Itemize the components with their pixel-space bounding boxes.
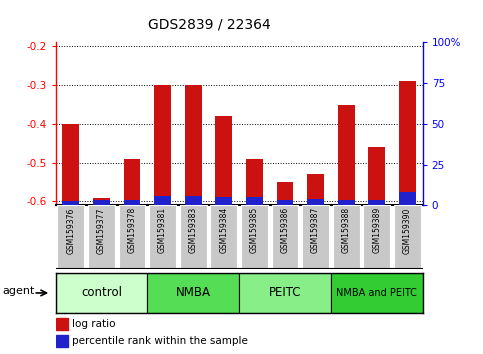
Bar [246,197,263,205]
Text: GSM159389: GSM159389 [372,207,381,253]
Bar [56,335,68,347]
Text: GSM159390: GSM159390 [403,207,412,253]
FancyBboxPatch shape [394,205,421,269]
Bar [154,195,171,205]
Text: GSM159386: GSM159386 [281,207,289,253]
Text: percentile rank within the sample: percentile rank within the sample [72,336,248,346]
FancyBboxPatch shape [239,273,331,313]
Bar [369,200,385,205]
FancyBboxPatch shape [88,205,115,269]
Text: GSM159387: GSM159387 [311,207,320,253]
Text: GSM159385: GSM159385 [250,207,259,253]
Text: GSM159376: GSM159376 [66,207,75,253]
FancyBboxPatch shape [180,205,207,269]
Bar [56,318,68,330]
FancyBboxPatch shape [56,273,147,313]
Text: NMBA: NMBA [176,286,211,299]
Bar [215,197,232,205]
Bar [246,159,263,205]
Bar [399,81,416,205]
FancyBboxPatch shape [363,205,390,269]
FancyBboxPatch shape [241,205,268,269]
FancyBboxPatch shape [149,205,176,269]
Text: control: control [81,286,122,299]
FancyBboxPatch shape [271,205,298,269]
Bar [154,85,171,205]
Text: GSM159381: GSM159381 [158,207,167,253]
Bar [124,200,141,205]
Bar [185,85,201,205]
Text: GSM159384: GSM159384 [219,207,228,253]
Bar [277,200,293,205]
Bar [338,200,355,205]
FancyBboxPatch shape [331,273,423,313]
Text: GDS2839 / 22364: GDS2839 / 22364 [148,18,271,32]
Bar [185,195,201,205]
FancyBboxPatch shape [118,205,145,269]
Bar [277,182,293,205]
Text: log ratio: log ratio [72,319,115,329]
Bar [307,174,324,205]
Text: GSM159388: GSM159388 [341,207,351,253]
Bar [215,116,232,205]
Bar [62,124,79,205]
Bar [124,159,141,205]
Text: NMBA and PEITC: NMBA and PEITC [336,288,417,298]
Text: GSM159378: GSM159378 [128,207,137,253]
FancyBboxPatch shape [333,205,360,269]
Text: agent: agent [3,286,35,296]
Bar [369,147,385,205]
Bar [307,199,324,205]
Text: PEITC: PEITC [269,286,301,299]
FancyBboxPatch shape [147,273,239,313]
Bar [338,104,355,205]
Bar [93,198,110,205]
Bar [62,201,79,205]
FancyBboxPatch shape [57,205,85,269]
Bar [93,200,110,205]
Text: GSM159377: GSM159377 [97,207,106,253]
Bar [399,192,416,205]
FancyBboxPatch shape [210,205,237,269]
Text: GSM159383: GSM159383 [189,207,198,253]
FancyBboxPatch shape [302,205,329,269]
